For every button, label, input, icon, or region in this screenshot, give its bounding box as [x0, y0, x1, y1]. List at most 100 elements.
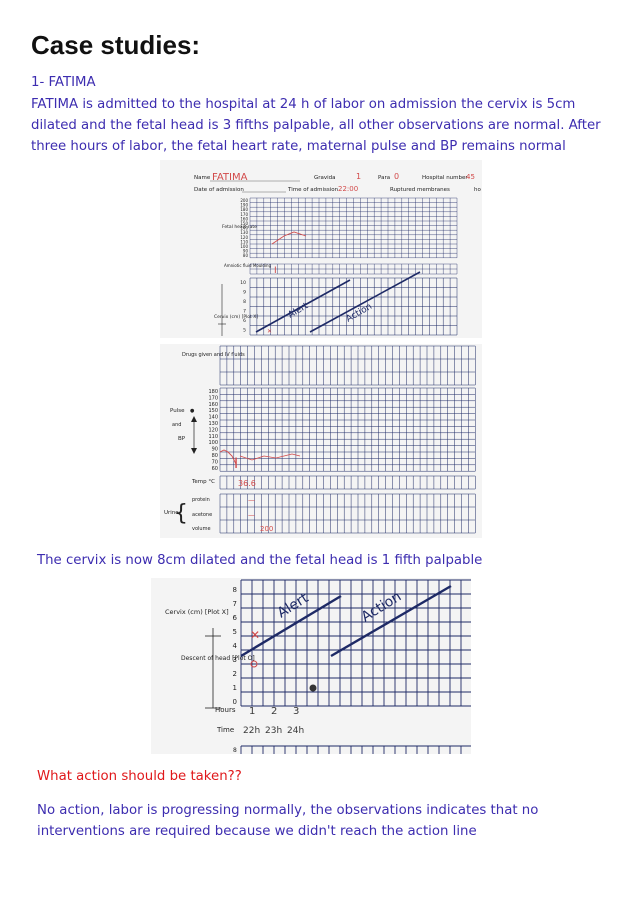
ruptured-membranes-value: ho	[474, 187, 481, 193]
amniotic-value: I	[274, 266, 277, 276]
zoom-hour-value: 3	[293, 706, 299, 717]
urine-grid	[219, 493, 476, 534]
fhr-tick: 110	[240, 239, 248, 244]
amniotic-label: Amniotic fluid Moulding	[224, 263, 272, 268]
pulse-tick: 80	[212, 453, 218, 459]
fhr-tick: 180	[240, 207, 248, 212]
fhr-tick: 100	[240, 244, 248, 249]
pulse-tick: 150	[208, 408, 218, 414]
hours-label: Hours	[215, 706, 236, 714]
fhr-tick: 140	[240, 226, 248, 231]
zoom-action-line	[330, 584, 452, 658]
and-label: and	[172, 422, 181, 428]
zoom-cervix-label: Cervix (cm) [Plot X]	[165, 608, 229, 616]
descent-label: Descent of head [Plot O]	[181, 655, 255, 662]
cervix-zoom-figure: 8 7 6 5 4 3 2 1 0 Cervix (cm) [Plot X] Descent o…	[151, 578, 471, 754]
pulse-tick: 70	[212, 459, 218, 465]
zoom-cervix-tick: 0	[233, 698, 237, 706]
hospital-number-value: 45	[466, 173, 475, 181]
zoom-tick-labels: 8 7 6 5 4 3 2 1 0	[233, 586, 238, 706]
name-label: Name	[194, 175, 211, 181]
temp-value: 36.6	[238, 479, 256, 488]
zoom-hours: 1 2 3	[249, 706, 299, 717]
volume-label: volume	[192, 526, 211, 532]
urine-label: Urine	[164, 510, 179, 516]
pulse-grid	[219, 387, 476, 472]
pulse-tick: 170	[208, 395, 218, 401]
answer-text: No action, labor is progressing normally…	[37, 803, 539, 839]
zoom-cervix-tick: 8	[233, 586, 237, 594]
time-label: Time	[216, 726, 234, 734]
fhr-tick: 170	[240, 212, 248, 217]
pulse-tick: 180	[208, 389, 218, 395]
zoom-cervix-tick: 1	[233, 684, 237, 692]
zoom-bottom-tick: 8	[233, 747, 237, 754]
fhr-trace	[271, 231, 307, 245]
drugs-grid	[219, 345, 476, 386]
zoom-grid	[240, 579, 471, 707]
fhr-tick: 190	[240, 203, 248, 208]
drugs-label: Drugs given and IV fluids	[182, 352, 245, 358]
acetone-value: —	[248, 511, 255, 519]
pulse-tick: 130	[208, 421, 218, 427]
zoom-cervix-tick: 7	[233, 600, 237, 608]
zoom-hour-value: 1	[249, 706, 255, 717]
zoom-time-value: 23h	[265, 726, 282, 736]
zoom-cervix-tick: 5	[233, 628, 237, 636]
pulse-trace	[239, 453, 301, 461]
action-line	[309, 271, 421, 333]
pulse-label: Pulse	[170, 408, 185, 414]
acetone-label: acetone	[192, 512, 212, 518]
fhr-tick: 130	[240, 230, 248, 235]
protein-label: protein	[192, 497, 210, 503]
svg-text:●: ●	[190, 408, 195, 414]
zoom-time-value: 24h	[287, 726, 304, 736]
fhr-tick: 90	[243, 249, 249, 254]
pulse-tick: 110	[208, 434, 218, 440]
pulse-tick: 60	[212, 466, 218, 472]
question-text: What action should be taken??	[37, 769, 242, 784]
temp-grid	[219, 475, 476, 490]
cervix-grid	[249, 277, 458, 336]
name-value: FATIMA	[212, 172, 248, 183]
pulse-tick: 120	[208, 427, 218, 433]
fhr-tick: 80	[243, 253, 249, 258]
pulse-tick: 90	[212, 447, 218, 453]
fhr-label: Fetal heart rate	[222, 224, 257, 230]
cervix-tick: 10	[240, 280, 246, 286]
fhr-tick: 160	[240, 216, 248, 221]
case-description: FATIMA is admitted to the hospital at 24…	[31, 97, 601, 154]
svg-text:{: {	[174, 501, 188, 526]
progress-text: The cervix is now 8cm dilated and the fe…	[37, 553, 483, 568]
amniotic-grid	[249, 263, 458, 275]
pulse-tick: 140	[208, 415, 218, 421]
page-title: Case studies:	[31, 30, 201, 60]
zoom-cervix-mark: ✕	[250, 628, 260, 642]
time-admission-label: Time of admission	[287, 187, 339, 193]
zoom-times: 22h 23h 24h	[243, 726, 304, 736]
pulse-tick: 100	[208, 440, 218, 446]
partograph-figure: Name FATIMA Gravida 1 Para 0 Hospital nu…	[160, 160, 482, 538]
cervix-tick: 8	[243, 299, 246, 305]
hospital-number-label: Hospital number	[422, 175, 468, 181]
ruptured-membranes-label: Ruptured membranes	[390, 187, 450, 193]
temp-label: Temp °C	[191, 479, 215, 485]
zoom-cervix-tick: 2	[233, 670, 237, 678]
gravida-label: Gravida	[314, 175, 336, 181]
cervix-label: Cervix (cm) [Plot X]	[214, 314, 258, 320]
date-admission-label: Date of admission	[194, 187, 244, 193]
fhr-tick: 150	[240, 221, 248, 226]
volume-value: 200	[260, 525, 273, 533]
cervix-tick: 5	[243, 328, 246, 334]
cervix-tick: 7	[243, 309, 246, 315]
fhr-grid	[249, 197, 458, 259]
time-admission-value: 22:00	[338, 185, 358, 193]
cervix-tick: 6	[243, 318, 246, 324]
zoom-cervix-tick: 4	[233, 642, 238, 650]
fhr-tick: 200	[240, 198, 248, 203]
gravida-value: 1	[356, 172, 361, 181]
zoom-alert-line	[240, 594, 342, 658]
zoom-hour-value: 2	[271, 706, 277, 717]
